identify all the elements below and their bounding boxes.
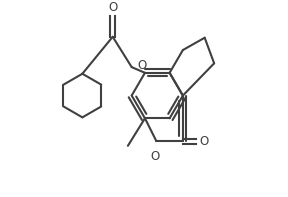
Text: O: O — [151, 150, 160, 163]
Text: O: O — [200, 135, 209, 148]
Text: O: O — [137, 59, 146, 72]
Text: O: O — [108, 1, 117, 14]
